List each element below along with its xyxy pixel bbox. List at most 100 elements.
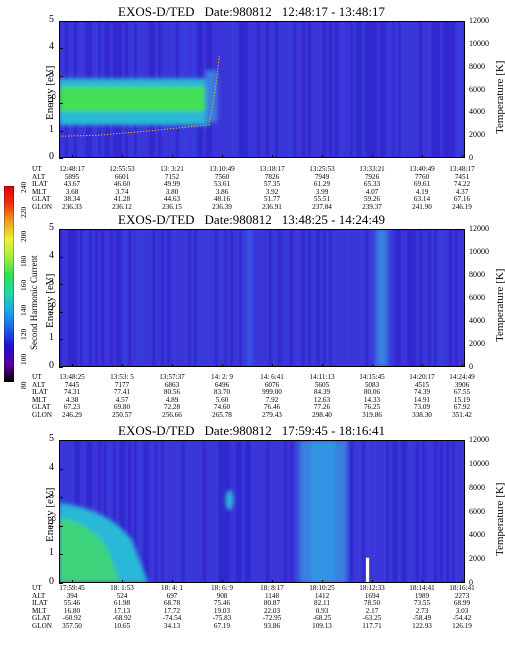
- orbit-cell: 0.93: [315, 606, 329, 615]
- y-tick-label-temperature: 8000: [469, 270, 485, 279]
- x-tick-mark: [272, 155, 273, 158]
- y-tick-label-temperature: 12000: [469, 224, 489, 233]
- orbit-cell: 3.99: [315, 187, 329, 196]
- y-tick-mark: [59, 468, 63, 470]
- y-tick-label-energy: 3: [49, 68, 54, 80]
- x-tick-mark: [72, 364, 73, 367]
- x-tick-mark: [222, 580, 223, 583]
- orbit-cell: 59.26: [363, 195, 381, 204]
- panel-title-range: 17:59:45 - 18:16:41: [281, 423, 385, 438]
- y-tick-mark: [59, 497, 63, 499]
- panel-title-instrument: EXOS-D/TED: [118, 423, 195, 438]
- heatmap-band-edge: [205, 70, 218, 123]
- orbit-cell: -63.25: [362, 614, 382, 623]
- orbit-cell: 18:10:25: [309, 584, 335, 592]
- y-tick-label-temperature: 4000: [469, 107, 485, 117]
- panel-title-range: 13:48:25 - 14:24:49: [281, 212, 385, 227]
- orbit-cell: 2.73: [415, 606, 429, 615]
- x-tick-mark: [222, 364, 223, 367]
- orbit-cell: 67.16: [453, 195, 471, 204]
- colorbar: [4, 186, 14, 382]
- y-axis-label-energy: Energy [eV]: [44, 273, 56, 328]
- x-tick-mark: [372, 580, 373, 583]
- x-tick-mark: [422, 155, 423, 158]
- orbit-cell: 48.16: [213, 195, 231, 204]
- y-tick-label-temperature: 10000: [469, 247, 489, 256]
- y-tick-mark: [59, 229, 63, 230]
- y-tick-label-energy: 1: [49, 123, 54, 135]
- y-tick-label-energy: 5: [49, 433, 54, 444]
- orbit-cell: 65.33: [363, 180, 381, 189]
- heatmap-band-inner: [59, 86, 206, 112]
- y-tick-label-temperature: 10000: [469, 38, 489, 48]
- orbit-cell: 69.61: [413, 180, 431, 189]
- temperature-trace: [59, 55, 220, 137]
- orbit-cell: 67.55: [453, 388, 471, 397]
- orbit-cell: 5895: [64, 172, 80, 181]
- orbit-cell: 38.34: [63, 195, 81, 204]
- orbit-cell: 4.07: [365, 187, 379, 196]
- y-tick-label-temperature: 2000: [469, 339, 485, 348]
- orbit-cell: 4.19: [415, 187, 429, 196]
- orbit-cell: 7926: [364, 172, 380, 181]
- orbit-cell: 239.37: [362, 203, 382, 211]
- orbit-cell: 6076: [264, 380, 280, 389]
- orbit-cell: 357.50: [62, 622, 82, 630]
- x-tick-mark: [272, 580, 273, 583]
- orbit-cell: 12:48:17: [59, 165, 85, 173]
- y-tick-label-temperature: 0: [469, 578, 473, 587]
- colorbar-tick-label: 180: [19, 255, 28, 267]
- orbit-cell: -74.54: [162, 614, 182, 623]
- orbit-cell: 236.91: [262, 203, 282, 211]
- orbit-cell: 13:25:53: [309, 165, 335, 173]
- colorbar-tick-label: 100: [19, 353, 28, 365]
- orbit-cell: 246.29: [62, 411, 82, 419]
- panel-title-date: Date:980812: [204, 423, 272, 438]
- heatmap-svg: [59, 229, 465, 367]
- y-tick-mark: [59, 367, 63, 368]
- heatmap-spot: [225, 490, 234, 511]
- orbit-cell: 14:20:17: [409, 373, 435, 381]
- orbit-cell: 999.00: [262, 388, 282, 397]
- orbit-cell: 7760: [414, 172, 430, 181]
- orbit-cell: 68.78: [163, 599, 181, 608]
- y-tick-label-energy: 4: [49, 461, 54, 473]
- orbit-cell: 351.42: [452, 411, 472, 419]
- orbit-cell: 3.03: [455, 606, 469, 615]
- orbit-cell: 12.63: [313, 395, 331, 404]
- orbit-cell: 77.26: [313, 403, 331, 412]
- orbit-cell: 15.19: [453, 395, 471, 404]
- orbit-cell: 18: 6: 9: [211, 584, 233, 592]
- orbit-cell: 4515: [414, 380, 430, 389]
- x-tick-mark: [172, 364, 173, 367]
- y-tick-label-energy: 2: [49, 96, 54, 108]
- orbit-cell: 4.37: [455, 187, 469, 196]
- x-tick-mark: [172, 580, 173, 583]
- orbit-cell: 75.46: [213, 599, 231, 608]
- orbit-cell: 126.19: [452, 622, 472, 630]
- orbit-row-label: ILAT: [32, 599, 48, 608]
- orbit-cell: -68.25: [312, 614, 332, 623]
- orbit-cell: 17.72: [163, 606, 181, 615]
- y-tick-label-temperature: 4000: [469, 316, 485, 325]
- x-tick-mark: [372, 364, 373, 367]
- orbit-row-label: GLAT: [32, 195, 51, 204]
- orbit-cell: 80.06: [363, 388, 381, 397]
- y-tick-label-energy: 4: [49, 41, 54, 53]
- orbit-row-label: GLAT: [32, 403, 51, 412]
- x-tick-mark: [322, 364, 323, 367]
- orbit-cell: 69.80: [113, 403, 131, 412]
- orbit-cell: 246.19: [452, 203, 472, 211]
- y-tick-mark: [59, 158, 63, 159]
- x-tick-mark: [122, 155, 123, 158]
- heatmap-stripe: [245, 229, 252, 367]
- orbit-cell: 93.86: [263, 622, 281, 630]
- orbit-row-label: ILAT: [32, 180, 48, 189]
- y-tick-label-energy: 2: [49, 518, 54, 530]
- orbit-cell: 74.22: [453, 180, 471, 189]
- colorbar-label: Second Harmonic Current: [29, 255, 39, 350]
- orbit-cell: 76.25: [363, 403, 381, 412]
- orbit-cell: 51.77: [263, 195, 281, 204]
- orbit-row-label: UT: [32, 373, 42, 381]
- orbit-cell: 338.30: [412, 411, 432, 419]
